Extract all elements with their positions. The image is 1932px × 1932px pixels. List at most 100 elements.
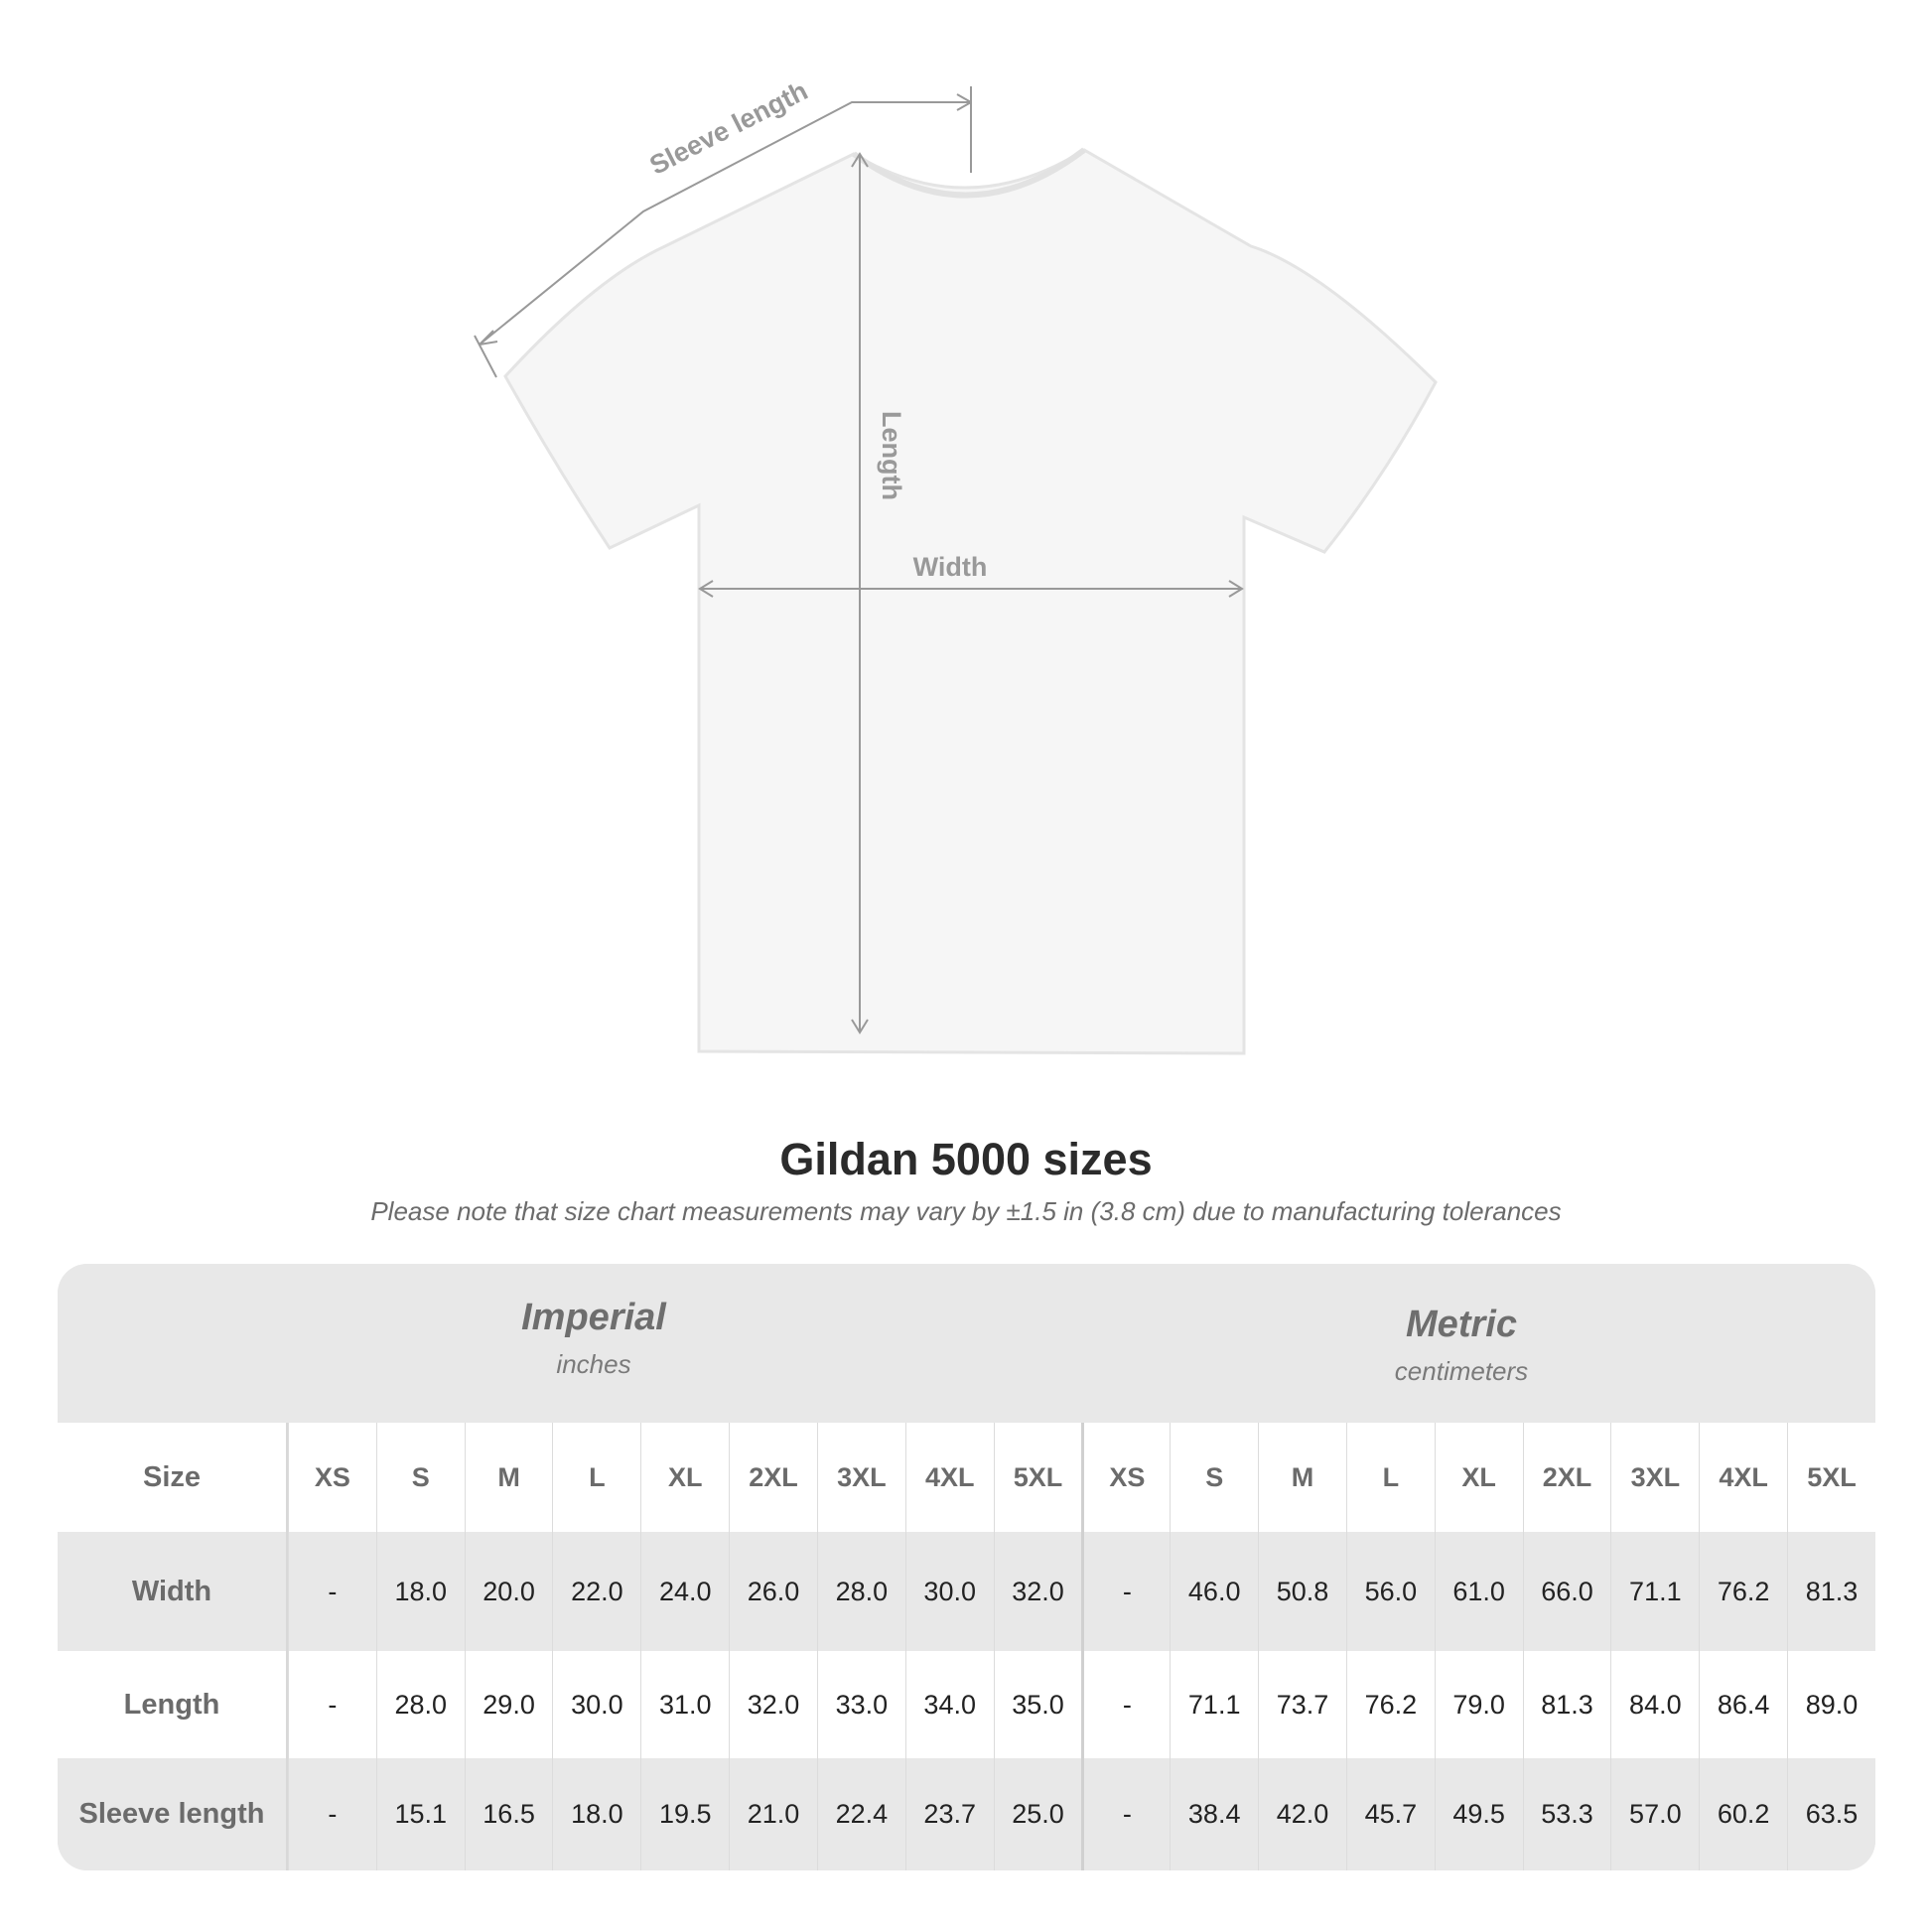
imperial-value-cell: - [288, 1532, 376, 1651]
sleeve-arrow-icon [479, 330, 498, 345]
imperial-size-header: 2XL [729, 1423, 817, 1532]
imperial-value-cell: 33.0 [816, 1651, 905, 1758]
imperial-unit: inches [556, 1349, 631, 1379]
imperial-value-cell: 29.0 [464, 1651, 553, 1758]
size-header-row: Size XS S M L XL 2XL 3XL 4XL 5XL XS S M L XL 2XL 3XL 4XL 5… [58, 1423, 1875, 1532]
metric-value-cell: 89.0 [1787, 1651, 1875, 1758]
imperial-value-cell: 32.0 [729, 1651, 817, 1758]
imperial-value-cell: 30.0 [904, 1532, 994, 1651]
imperial-value-cell: 20.0 [464, 1532, 553, 1651]
imperial-value-cell: 31.0 [640, 1651, 729, 1758]
imperial-value-cell: 35.0 [993, 1651, 1082, 1758]
metric-value-cell: 73.7 [1258, 1651, 1346, 1758]
imperial-value-cell: 19.5 [640, 1758, 729, 1870]
row-label: Sleeve length [58, 1758, 288, 1870]
metric-value-cell: 49.5 [1434, 1758, 1523, 1870]
imperial-size-header: S [375, 1423, 465, 1532]
sleeve-arrow-right-icon [956, 93, 972, 111]
metric-size-header: XS [1081, 1423, 1170, 1532]
imperial-value-cell: 30.0 [552, 1651, 640, 1758]
metric-size-header: S [1170, 1423, 1258, 1532]
metric-value-cell: 50.8 [1258, 1532, 1346, 1651]
tolerance-note: Please note that size chart measurements… [370, 1196, 1562, 1226]
metric-value-cell: 86.4 [1699, 1651, 1787, 1758]
imperial-title: Imperial [521, 1297, 666, 1338]
metric-size-header: 3XL [1610, 1423, 1699, 1532]
table-row: Length -28.0 29.0 30.0 31.0 32.0 33.0 34.0 35.0-… [58, 1651, 1875, 1758]
metric-value-cell: 76.2 [1699, 1532, 1787, 1651]
metric-value-cell: 46.0 [1170, 1532, 1258, 1651]
imperial-value-cell: 24.0 [640, 1532, 729, 1651]
size-table: Imperial inches Metric centimeters Size X… [58, 1264, 1875, 1870]
imperial-value-cell: 22.0 [552, 1532, 640, 1651]
metric-value-cell: 60.2 [1699, 1758, 1787, 1870]
table-group-header: Imperial inches Metric centimeters [58, 1264, 1875, 1423]
metric-value-cell: 81.3 [1522, 1651, 1611, 1758]
imperial-value-cell: 18.0 [552, 1758, 640, 1870]
metric-size-header: 4XL [1699, 1423, 1787, 1532]
table-row: Sleeve length -15.1 16.5 18.0 19.5 21.0 22.4 23… [58, 1758, 1875, 1870]
imperial-size-header: 5XL [993, 1423, 1082, 1532]
page-title: Gildan 5000 sizes [779, 1134, 1153, 1184]
row-label: Width [58, 1532, 288, 1651]
metric-size-header: 2XL [1522, 1423, 1611, 1532]
sleeve-length-line [474, 86, 972, 378]
width-line [698, 580, 1244, 598]
imperial-value-cell: 32.0 [993, 1532, 1082, 1651]
imperial-size-header: 4XL [904, 1423, 994, 1532]
metric-value-cell: 57.0 [1610, 1758, 1699, 1870]
metric-value-cell: 61.0 [1434, 1532, 1523, 1651]
tshirt-shape [503, 148, 1438, 1055]
imperial-value-cell: 26.0 [729, 1532, 817, 1651]
imperial-value-cell: 16.5 [464, 1758, 553, 1870]
collar [852, 147, 1086, 199]
metric-value-cell: - [1081, 1532, 1170, 1651]
metric-value-cell: 63.5 [1787, 1758, 1875, 1870]
imperial-value-cell: - [288, 1758, 376, 1870]
metric-size-header: M [1258, 1423, 1346, 1532]
imperial-size-header: M [464, 1423, 553, 1532]
imperial-value-cell: 22.4 [816, 1758, 905, 1870]
imperial-size-header: XL [640, 1423, 729, 1532]
metric-size-header: 5XL [1787, 1423, 1875, 1532]
row-label: Length [58, 1651, 288, 1758]
imperial-size-header: XS [288, 1423, 376, 1532]
metric-value-cell: 66.0 [1522, 1532, 1611, 1651]
metric-value-cell: 56.0 [1345, 1532, 1435, 1651]
metric-value-cell: - [1081, 1758, 1170, 1870]
metric-value-cell: 79.0 [1434, 1651, 1523, 1758]
metric-value-cell: 71.1 [1170, 1651, 1258, 1758]
metric-value-cell: 76.2 [1345, 1651, 1435, 1758]
imperial-value-cell: 25.0 [993, 1758, 1082, 1870]
table-row: Width -18.0 20.0 22.0 24.0 26.0 28.0 30.0 32.0-4… [58, 1532, 1875, 1651]
length-label: Length [877, 411, 906, 500]
metric-value-cell: 71.1 [1610, 1532, 1699, 1651]
imperial-size-header: 3XL [816, 1423, 905, 1532]
metric-unit: centimeters [1394, 1356, 1529, 1386]
metric-value-cell: 45.7 [1345, 1758, 1435, 1870]
imperial-value-cell: 28.0 [816, 1532, 905, 1651]
metric-value-cell: - [1081, 1651, 1170, 1758]
metric-value-cell: 38.4 [1170, 1758, 1258, 1870]
metric-value-cell: 81.3 [1787, 1532, 1875, 1651]
metric-value-cell: 42.0 [1258, 1758, 1346, 1870]
imperial-value-cell: 18.0 [375, 1532, 465, 1651]
imperial-value-cell: - [288, 1651, 376, 1758]
metric-size-header: L [1345, 1423, 1435, 1532]
imperial-value-cell: 21.0 [729, 1758, 817, 1870]
imperial-value-cell: 15.1 [375, 1758, 465, 1870]
imperial-group: Imperial inches [296, 1297, 892, 1380]
metric-size-header: XL [1434, 1423, 1523, 1532]
sleeve-length-label: Sleeve length [645, 75, 813, 181]
imperial-value-cell: 28.0 [375, 1651, 465, 1758]
imperial-value-cell: 23.7 [904, 1758, 994, 1870]
metric-value-cell: 84.0 [1610, 1651, 1699, 1758]
imperial-size-header: L [552, 1423, 640, 1532]
metric-group: Metric centimeters [1164, 1304, 1759, 1387]
tshirt-diagram: Sleeve length Length Width [474, 75, 1438, 1055]
width-label: Width [913, 552, 988, 582]
size-header-label: Size [58, 1423, 288, 1532]
imperial-value-cell: 34.0 [904, 1651, 994, 1758]
metric-title: Metric [1406, 1304, 1517, 1345]
metric-value-cell: 53.3 [1522, 1758, 1611, 1870]
